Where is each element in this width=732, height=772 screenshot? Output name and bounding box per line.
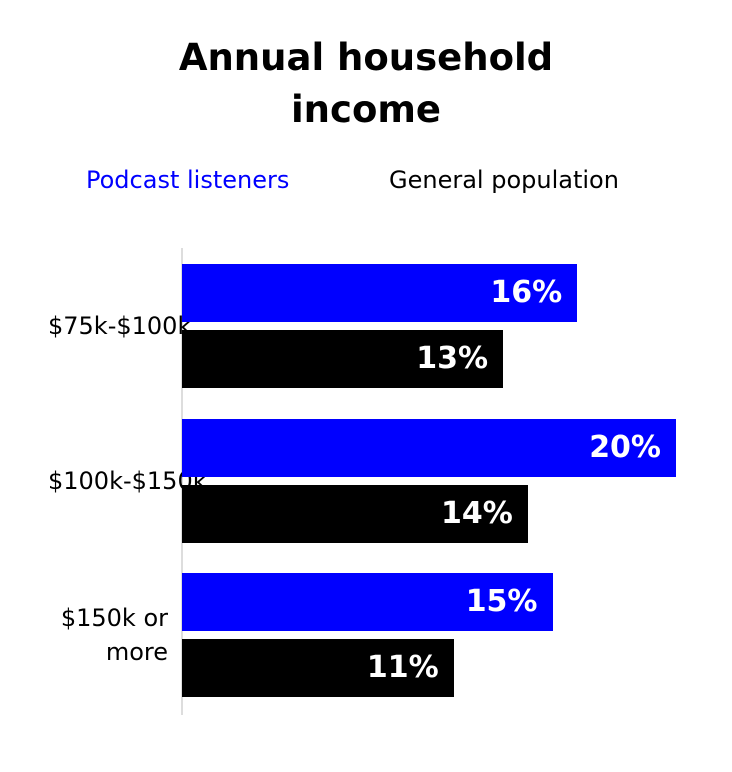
- value-label: 20%: [589, 429, 661, 465]
- category-label: $150k or more: [60, 604, 168, 666]
- value-label: 13%: [416, 341, 489, 376]
- bar: [182, 484, 528, 543]
- value-label: 15%: [465, 584, 538, 619]
- category-label: $75k-$100k: [48, 312, 192, 340]
- chart-title: Annual household income: [178, 36, 554, 131]
- value-label: 11%: [366, 650, 439, 685]
- category-label: $100k-$150k: [48, 466, 207, 495]
- bar: [182, 264, 578, 322]
- value-label: 16%: [490, 275, 563, 310]
- axis-line: [181, 248, 183, 715]
- bar: [182, 330, 504, 388]
- legend-item: General population: [389, 166, 619, 194]
- legend-item: Podcast listeners: [86, 166, 290, 194]
- bar: [182, 639, 454, 697]
- bar: [182, 573, 553, 631]
- bar: [182, 418, 676, 477]
- value-label: 14%: [440, 495, 513, 531]
